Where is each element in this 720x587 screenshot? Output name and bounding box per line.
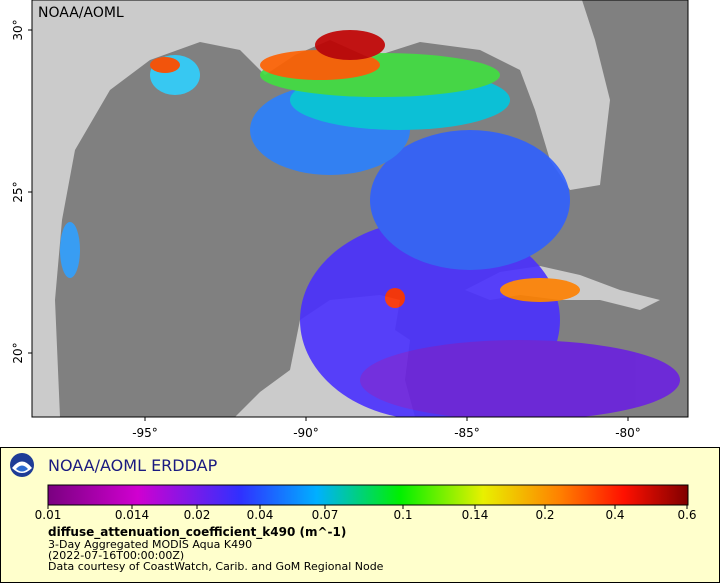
colorbar-label: 0.07 — [312, 508, 339, 522]
lat-ticks: 30° 25° 20° — [11, 19, 32, 364]
k490-data — [60, 30, 680, 417]
lat-tick-label: 30° — [11, 19, 25, 40]
variable-name: diffuse_attenuation_coefficient_k490 (m^… — [48, 525, 346, 540]
colorbar — [47, 484, 689, 506]
colorbar-label: 0.01 — [35, 508, 62, 522]
colorbar-label: 0.6 — [677, 508, 696, 522]
lon-ticks: -95° -90° -85° -80° — [132, 417, 641, 440]
data-patch — [360, 340, 680, 417]
colorbar-label: 0.02 — [184, 508, 211, 522]
lon-tick-label: -80° — [615, 426, 641, 440]
lon-tick-label: -95° — [132, 426, 158, 440]
colorbar-label: 0.014 — [115, 508, 149, 522]
data-patch — [370, 130, 570, 270]
map-area — [32, 0, 688, 417]
lon-tick-label: -85° — [454, 426, 480, 440]
colorbar-label: 0.2 — [535, 508, 554, 522]
colorbar-labels: 0.01 0.014 0.02 0.04 0.07 0.1 0.14 0.2 0.4 0.6 — [35, 505, 697, 522]
plot-frame — [31, 0, 689, 418]
map-title: NOAA/AOML — [38, 5, 124, 21]
dataset-name: 3-Day Aggregated MODIS Aqua K490 — [48, 538, 252, 551]
colorbar-label: 0.4 — [605, 508, 624, 522]
data-patch — [500, 278, 580, 302]
colorbar-label: 0.1 — [393, 508, 412, 522]
data-patch — [385, 288, 405, 308]
data-patch — [150, 57, 180, 73]
data-patch — [60, 222, 80, 278]
lat-tick-label: 20° — [11, 342, 25, 363]
lon-tick-label: -90° — [293, 426, 319, 440]
lat-tick-label: 25° — [11, 181, 25, 202]
data-patch — [315, 30, 385, 60]
legend-panel — [0, 447, 720, 583]
legend-title: NOAA/AOML ERDDAP — [48, 456, 218, 475]
colorbar-label: 0.14 — [462, 508, 489, 522]
noaa-logo — [10, 453, 34, 477]
colorbar-label: 0.04 — [247, 508, 274, 522]
credit: Data courtesy of CoastWatch, Carib. and … — [48, 560, 384, 573]
time-label: (2022-07-16T00:00:00Z) — [48, 549, 184, 562]
